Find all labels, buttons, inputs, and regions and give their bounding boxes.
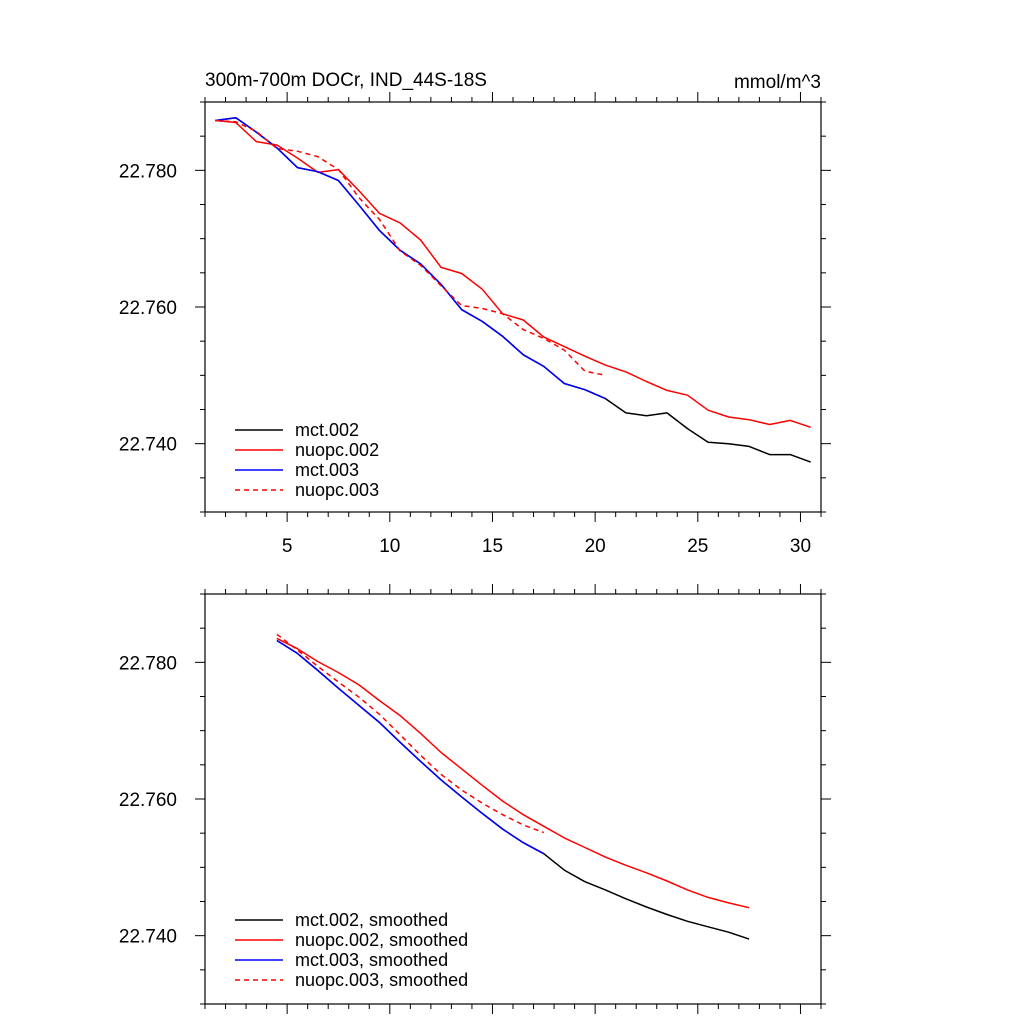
chart-1-x-tick-label: 20 xyxy=(585,536,606,557)
chart-1-series-line-4 xyxy=(215,119,606,377)
chart-2-y-tick-label: 22.740 xyxy=(119,927,177,948)
chart-1-title: 300m-700m DOCr, IND_44S-18S xyxy=(205,70,487,91)
chart-1-y-tick-label: 22.780 xyxy=(119,161,177,182)
chart-1-legend-label-2: nuopc.002 xyxy=(295,440,379,460)
chart-2-legend-label-2: nuopc.002, smoothed xyxy=(295,930,468,950)
chart-2-series-line-2 xyxy=(276,637,750,909)
chart-1-x-tick-label: 10 xyxy=(379,536,400,557)
chart-1-x-tick-label: 5 xyxy=(282,536,293,557)
chart-2-legend-label-4: nuopc.003, smoothed xyxy=(295,970,468,990)
chart-1-x-tick-label: 15 xyxy=(482,536,503,557)
chart-1-units-label: mmol/m^3 xyxy=(734,72,821,93)
chart-1-y-tick-label: 22.760 xyxy=(119,298,177,319)
chart-2-series-line-4 xyxy=(276,633,545,834)
chart-2-y-tick-label: 22.780 xyxy=(119,653,177,674)
chart-1-legend-label-1: mct.002 xyxy=(295,420,359,440)
chart-2-series-line-3 xyxy=(276,639,545,855)
chart-2-y-tick-label: 22.760 xyxy=(119,790,177,811)
chart-2-legend-label-3: mct.003, smoothed xyxy=(295,950,448,970)
chart-1-series-line-3 xyxy=(215,116,606,400)
chart-1-legend-label-3: mct.003 xyxy=(295,460,359,480)
chart-1-y-tick-label: 22.740 xyxy=(119,435,177,456)
chart-1-series-line-2 xyxy=(215,119,811,429)
chart-1-x-tick-label: 25 xyxy=(687,536,708,557)
chart-1-x-tick-label: 30 xyxy=(790,536,811,557)
chart-1-legend-label-4: nuopc.003 xyxy=(295,480,379,500)
chart-2-series-line-1 xyxy=(276,639,750,940)
chart-2-legend-label-1: mct.002, smoothed xyxy=(295,910,448,930)
